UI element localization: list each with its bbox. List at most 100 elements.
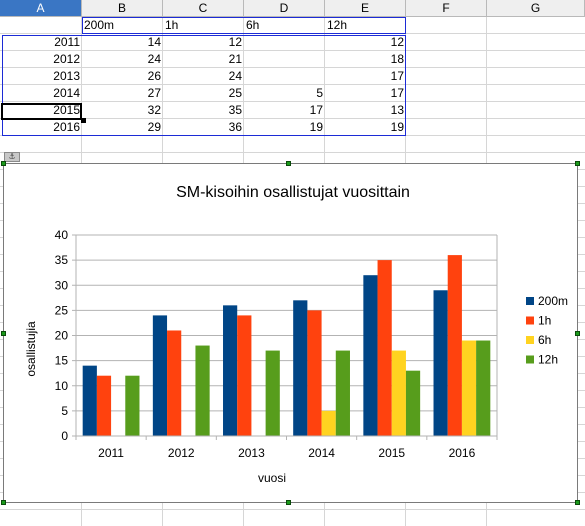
x-axis-label: vuosi: [258, 471, 286, 485]
resize-handle-top-right[interactable]: [575, 161, 580, 166]
cell-a5[interactable]: 2014: [53, 86, 80, 100]
cell-e5[interactable]: 17: [390, 86, 404, 100]
cell-c4[interactable]: 24: [228, 69, 242, 83]
cell-a4[interactable]: 2013: [53, 69, 80, 83]
cell-e7[interactable]: 19: [390, 120, 404, 134]
cell-b7[interactable]: 29: [147, 120, 161, 134]
cell-b5[interactable]: 27: [147, 86, 161, 100]
column-header-a[interactable]: A: [0, 0, 82, 17]
bar-12h-2012: [195, 345, 210, 436]
x-tick-label: 2013: [238, 446, 265, 460]
x-tick-label: 2011: [98, 446, 124, 460]
chart-legend: 200m 1h 6h 12h: [526, 294, 568, 367]
cell-d6[interactable]: 17: [309, 103, 323, 117]
y-tick-label: 40: [55, 228, 69, 242]
resize-handle-bottom-right[interactable]: [575, 500, 580, 505]
legend-label-1h: 1h: [538, 314, 551, 328]
cell-b1[interactable]: 200m: [84, 18, 115, 32]
bar-1h-2012: [167, 330, 182, 436]
cell-d1[interactable]: 6h: [246, 18, 260, 32]
bar-12h-2015: [405, 370, 421, 436]
cell-c2[interactable]: 12: [228, 35, 242, 49]
cell-c6[interactable]: 35: [228, 103, 242, 117]
cell-d5[interactable]: 5: [316, 86, 323, 100]
column-header-d[interactable]: D: [244, 0, 325, 17]
y-tick-label: 15: [55, 354, 69, 368]
bar-6h-2016: [461, 340, 477, 436]
anchor-icon[interactable]: ⚓: [4, 152, 20, 162]
cell-e6[interactable]: 13: [390, 103, 404, 117]
grid-line-horizontal: [0, 118, 585, 119]
cell-c1[interactable]: 1h: [165, 18, 179, 32]
y-axis-label: osallistujia: [24, 321, 38, 377]
y-tick-label: 30: [55, 278, 69, 292]
resize-handle-bottom-center[interactable]: [286, 500, 291, 505]
column-header-f[interactable]: F: [406, 0, 487, 17]
bar-1h-2016: [447, 255, 462, 436]
header-range-highlight: [82, 17, 406, 34]
cell-a2[interactable]: 2011: [54, 35, 80, 49]
column-header-c[interactable]: C: [163, 0, 244, 17]
cell-d7[interactable]: 19: [309, 120, 323, 134]
x-tick-label: 2014: [308, 446, 335, 460]
selected-cell[interactable]: [1, 103, 82, 120]
cell-c3[interactable]: 21: [228, 52, 242, 66]
chart-gridlines: [76, 234, 497, 437]
legend-label-200m: 200m: [538, 294, 568, 308]
cell-a6[interactable]: 2015: [53, 103, 80, 117]
grid-line-horizontal: [0, 152, 585, 153]
cell-e3[interactable]: 18: [390, 52, 404, 66]
y-tick-label: 20: [55, 329, 69, 343]
data-range-highlight: [2, 35, 406, 136]
cell-c5[interactable]: 25: [228, 86, 242, 100]
cell-b2[interactable]: 14: [147, 35, 161, 49]
chart-bars: [82, 255, 491, 436]
bar-12h-2016: [476, 340, 491, 436]
legend-swatch-200m: [526, 297, 534, 305]
bar-1h-2015: [377, 260, 392, 436]
bar-6h-2015: [391, 350, 406, 436]
grid-line-horizontal: [0, 50, 585, 51]
y-tick-label: 10: [55, 379, 69, 393]
bar-200m-2013: [223, 305, 238, 436]
cell-e1[interactable]: 12h: [327, 18, 348, 32]
cell-b4[interactable]: 26: [147, 69, 161, 83]
bar-200m-2012: [152, 315, 168, 436]
bar-1h-2014: [307, 310, 322, 436]
cell-e2[interactable]: 12: [390, 35, 404, 49]
cell-b3[interactable]: 24: [147, 52, 161, 66]
resize-handle-middle-right[interactable]: [575, 331, 580, 336]
resize-handle-top-center[interactable]: [286, 161, 291, 166]
column-header-b[interactable]: B: [82, 0, 163, 17]
column-header-e[interactable]: E: [325, 0, 406, 17]
bar-1h-2011: [96, 375, 112, 436]
resize-handle-middle-left[interactable]: [1, 331, 6, 336]
legend-swatch-12h: [526, 355, 534, 364]
cell-a3[interactable]: 2012: [53, 52, 80, 66]
cell-a7[interactable]: 2016: [53, 120, 80, 134]
y-tick-label: 0: [61, 429, 68, 443]
y-tick-label: 5: [61, 404, 68, 418]
fill-handle[interactable]: [81, 118, 86, 123]
bar-12h-2013: [265, 350, 280, 436]
grid-line-horizontal: [0, 509, 585, 510]
bar-200m-2011: [82, 365, 97, 436]
resize-handle-bottom-left[interactable]: [1, 500, 6, 505]
bar-12h-2011: [125, 375, 140, 436]
cell-b6[interactable]: 32: [147, 103, 161, 117]
cell-e4[interactable]: 17: [390, 69, 404, 83]
cell-c7[interactable]: 36: [228, 120, 242, 134]
bar-6h-2014: [321, 410, 336, 436]
chart-axes: 0 5 10 15 20 25 30 35 40 2011 2012 2013 2014 2015 2016: [55, 228, 498, 460]
bar-200m-2016: [433, 290, 448, 436]
bar-12h-2014: [335, 350, 350, 436]
legend-label-6h: 6h: [538, 333, 551, 347]
bar-200m-2014: [293, 300, 308, 436]
chart-title: SM-kisoihin osallistujat vuosittain: [176, 184, 410, 201]
chart-object[interactable]: SM-kisoihin osallistujat vuosittain osal…: [3, 163, 578, 503]
bar-chart: SM-kisoihin osallistujat vuosittain osal…: [24, 184, 568, 485]
grid-line-horizontal: [0, 84, 585, 85]
resize-handle-top-left[interactable]: [1, 161, 6, 166]
column-header-g[interactable]: G: [487, 0, 585, 17]
y-tick-label: 25: [55, 303, 69, 317]
